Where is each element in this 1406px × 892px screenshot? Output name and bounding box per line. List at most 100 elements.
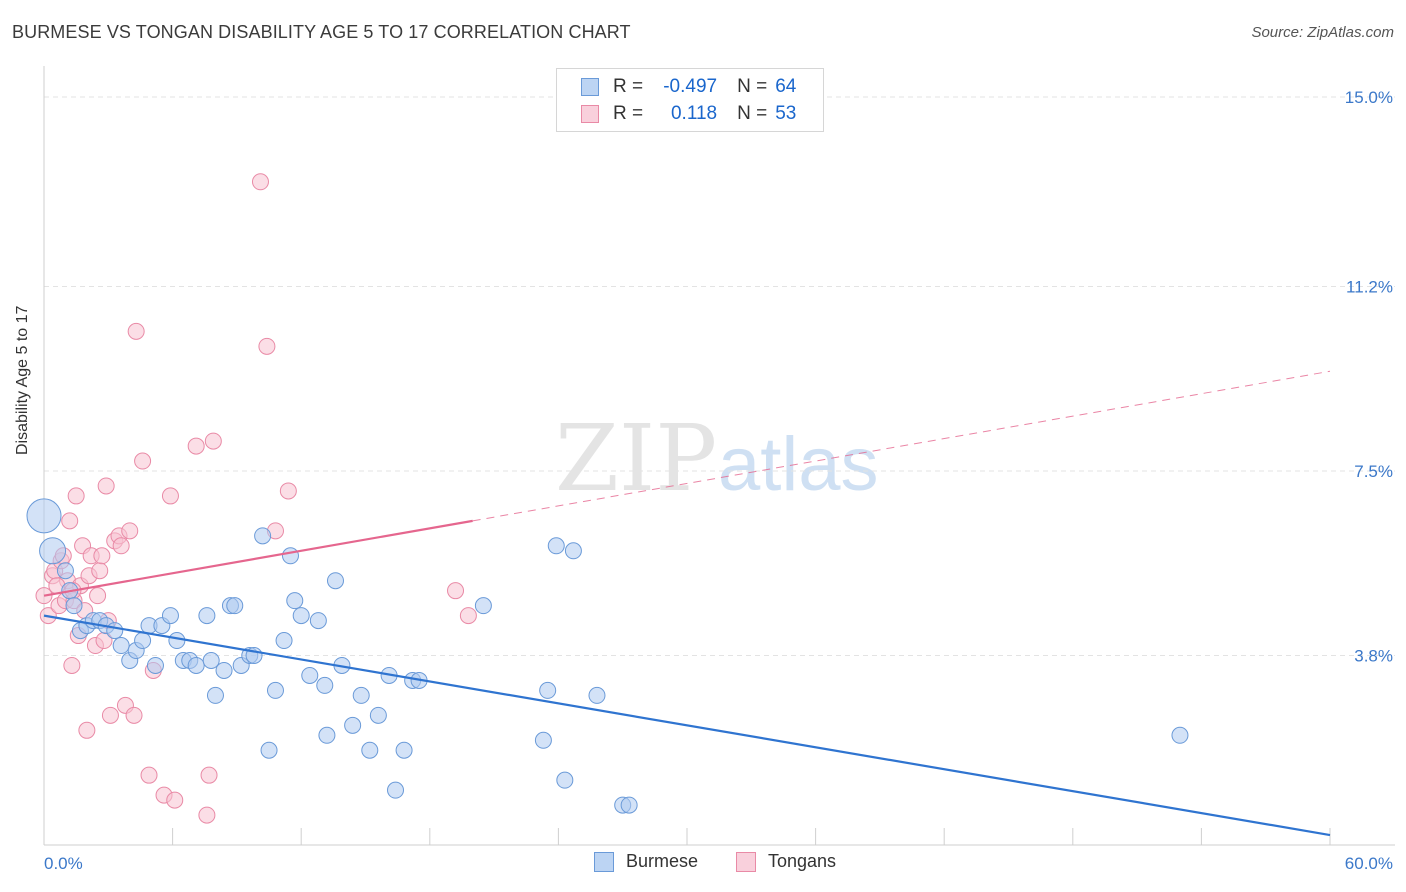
correlation-legend: R = -0.497 N = 64 R = 0.118 N = 53 <box>556 68 824 132</box>
data-point <box>204 432 222 450</box>
data-point <box>61 512 79 530</box>
bottom-legend: Burmese Tongans <box>0 851 1406 877</box>
data-point <box>146 656 164 674</box>
legend-r-label: R = <box>613 76 644 97</box>
data-point <box>266 681 284 699</box>
data-point <box>26 498 62 534</box>
data-point <box>39 537 67 565</box>
data-point <box>187 437 205 455</box>
data-point <box>1171 726 1189 744</box>
legend-row-burmese: R = -0.497 N = 64 <box>581 75 796 99</box>
data-point <box>316 676 334 694</box>
data-point <box>63 656 81 674</box>
x-tick-label: 60.0% <box>1345 854 1393 873</box>
data-point <box>56 562 74 580</box>
legend-row-tongans: R = 0.118 N = 53 <box>581 102 796 126</box>
data-point <box>547 537 565 555</box>
data-point <box>166 791 184 809</box>
data-point <box>202 651 220 669</box>
data-point <box>67 487 85 505</box>
data-point <box>588 686 606 704</box>
legend-item-tongans[interactable]: Tongans <box>736 851 836 872</box>
data-point <box>65 597 83 615</box>
data-point <box>112 637 130 655</box>
y-tick-label: 15.0% <box>1345 88 1393 107</box>
data-point <box>134 632 152 650</box>
data-point <box>254 527 272 545</box>
data-point <box>93 547 111 565</box>
data-point <box>125 706 143 724</box>
data-point <box>258 337 276 355</box>
data-point <box>134 452 152 470</box>
y-tick-label: 7.5% <box>1354 462 1393 481</box>
data-point <box>301 666 319 684</box>
data-point <box>127 322 145 340</box>
data-point <box>106 622 124 640</box>
y-tick-label: 11.2% <box>1346 277 1393 296</box>
data-point <box>200 766 218 784</box>
tongans-swatch <box>736 851 756 872</box>
burmese-swatch <box>594 851 614 872</box>
chart-title: BURMESE VS TONGAN DISABILITY AGE 5 TO 17… <box>12 22 631 42</box>
legend-n-label: N = <box>737 103 768 124</box>
data-point <box>78 721 96 739</box>
data-point <box>198 806 216 824</box>
tick-labels: 3.8% 7.5% 11.2% 15.0% 0.0% 60.0% <box>44 88 1393 873</box>
data-point <box>89 587 107 605</box>
grid-lines <box>44 96 1395 657</box>
legend-r-value: 0.118 <box>670 103 718 124</box>
data-point <box>620 796 638 814</box>
data-point <box>161 487 179 505</box>
watermark: ZIP atlas <box>555 405 879 512</box>
data-point <box>352 686 370 704</box>
data-point <box>226 597 244 615</box>
watermark-zip: ZIP <box>555 405 717 512</box>
data-point <box>539 681 557 699</box>
trend-lines <box>43 370 1331 837</box>
legend-item-label: Burmese <box>626 851 699 871</box>
data-point <box>161 607 179 625</box>
watermark-atlas: atlas <box>718 422 879 507</box>
data-point <box>251 173 269 191</box>
y-tick-label: 3.8% <box>1354 647 1393 666</box>
burmese-points <box>26 498 1189 814</box>
data-point <box>292 607 310 625</box>
trend-line-tongans <box>43 519 473 597</box>
legend-r-value: -0.497 <box>663 76 718 97</box>
data-point <box>361 741 379 759</box>
data-point <box>318 726 336 744</box>
data-point <box>101 706 119 724</box>
trend-line-burmese <box>43 614 1331 837</box>
data-point <box>309 612 327 630</box>
x-tick-label: 0.0% <box>44 854 83 873</box>
data-point <box>279 482 297 500</box>
data-point <box>281 547 299 565</box>
legend-n-value: 53 <box>775 103 797 124</box>
data-point <box>260 741 278 759</box>
legend-r-label: R = <box>613 103 644 124</box>
data-point <box>187 656 205 674</box>
tongans-swatch <box>581 105 599 123</box>
data-point <box>344 716 362 734</box>
data-point <box>91 562 109 580</box>
data-point <box>286 592 304 610</box>
source-label: Source: ZipAtlas.com <box>1251 24 1394 41</box>
legend-n-label: N = <box>737 76 768 97</box>
legend-item-burmese[interactable]: Burmese <box>594 851 698 872</box>
data-point <box>275 632 293 650</box>
burmese-swatch <box>581 78 599 96</box>
data-point <box>198 607 216 625</box>
data-point <box>387 781 405 799</box>
axes <box>43 66 1395 846</box>
data-point <box>206 686 224 704</box>
data-point <box>326 572 344 590</box>
data-point <box>121 522 139 540</box>
data-point <box>564 542 582 560</box>
data-point <box>447 582 465 600</box>
data-point <box>97 477 115 495</box>
data-point <box>474 597 492 615</box>
data-point <box>395 741 413 759</box>
data-point <box>168 632 186 650</box>
data-point <box>112 537 130 555</box>
